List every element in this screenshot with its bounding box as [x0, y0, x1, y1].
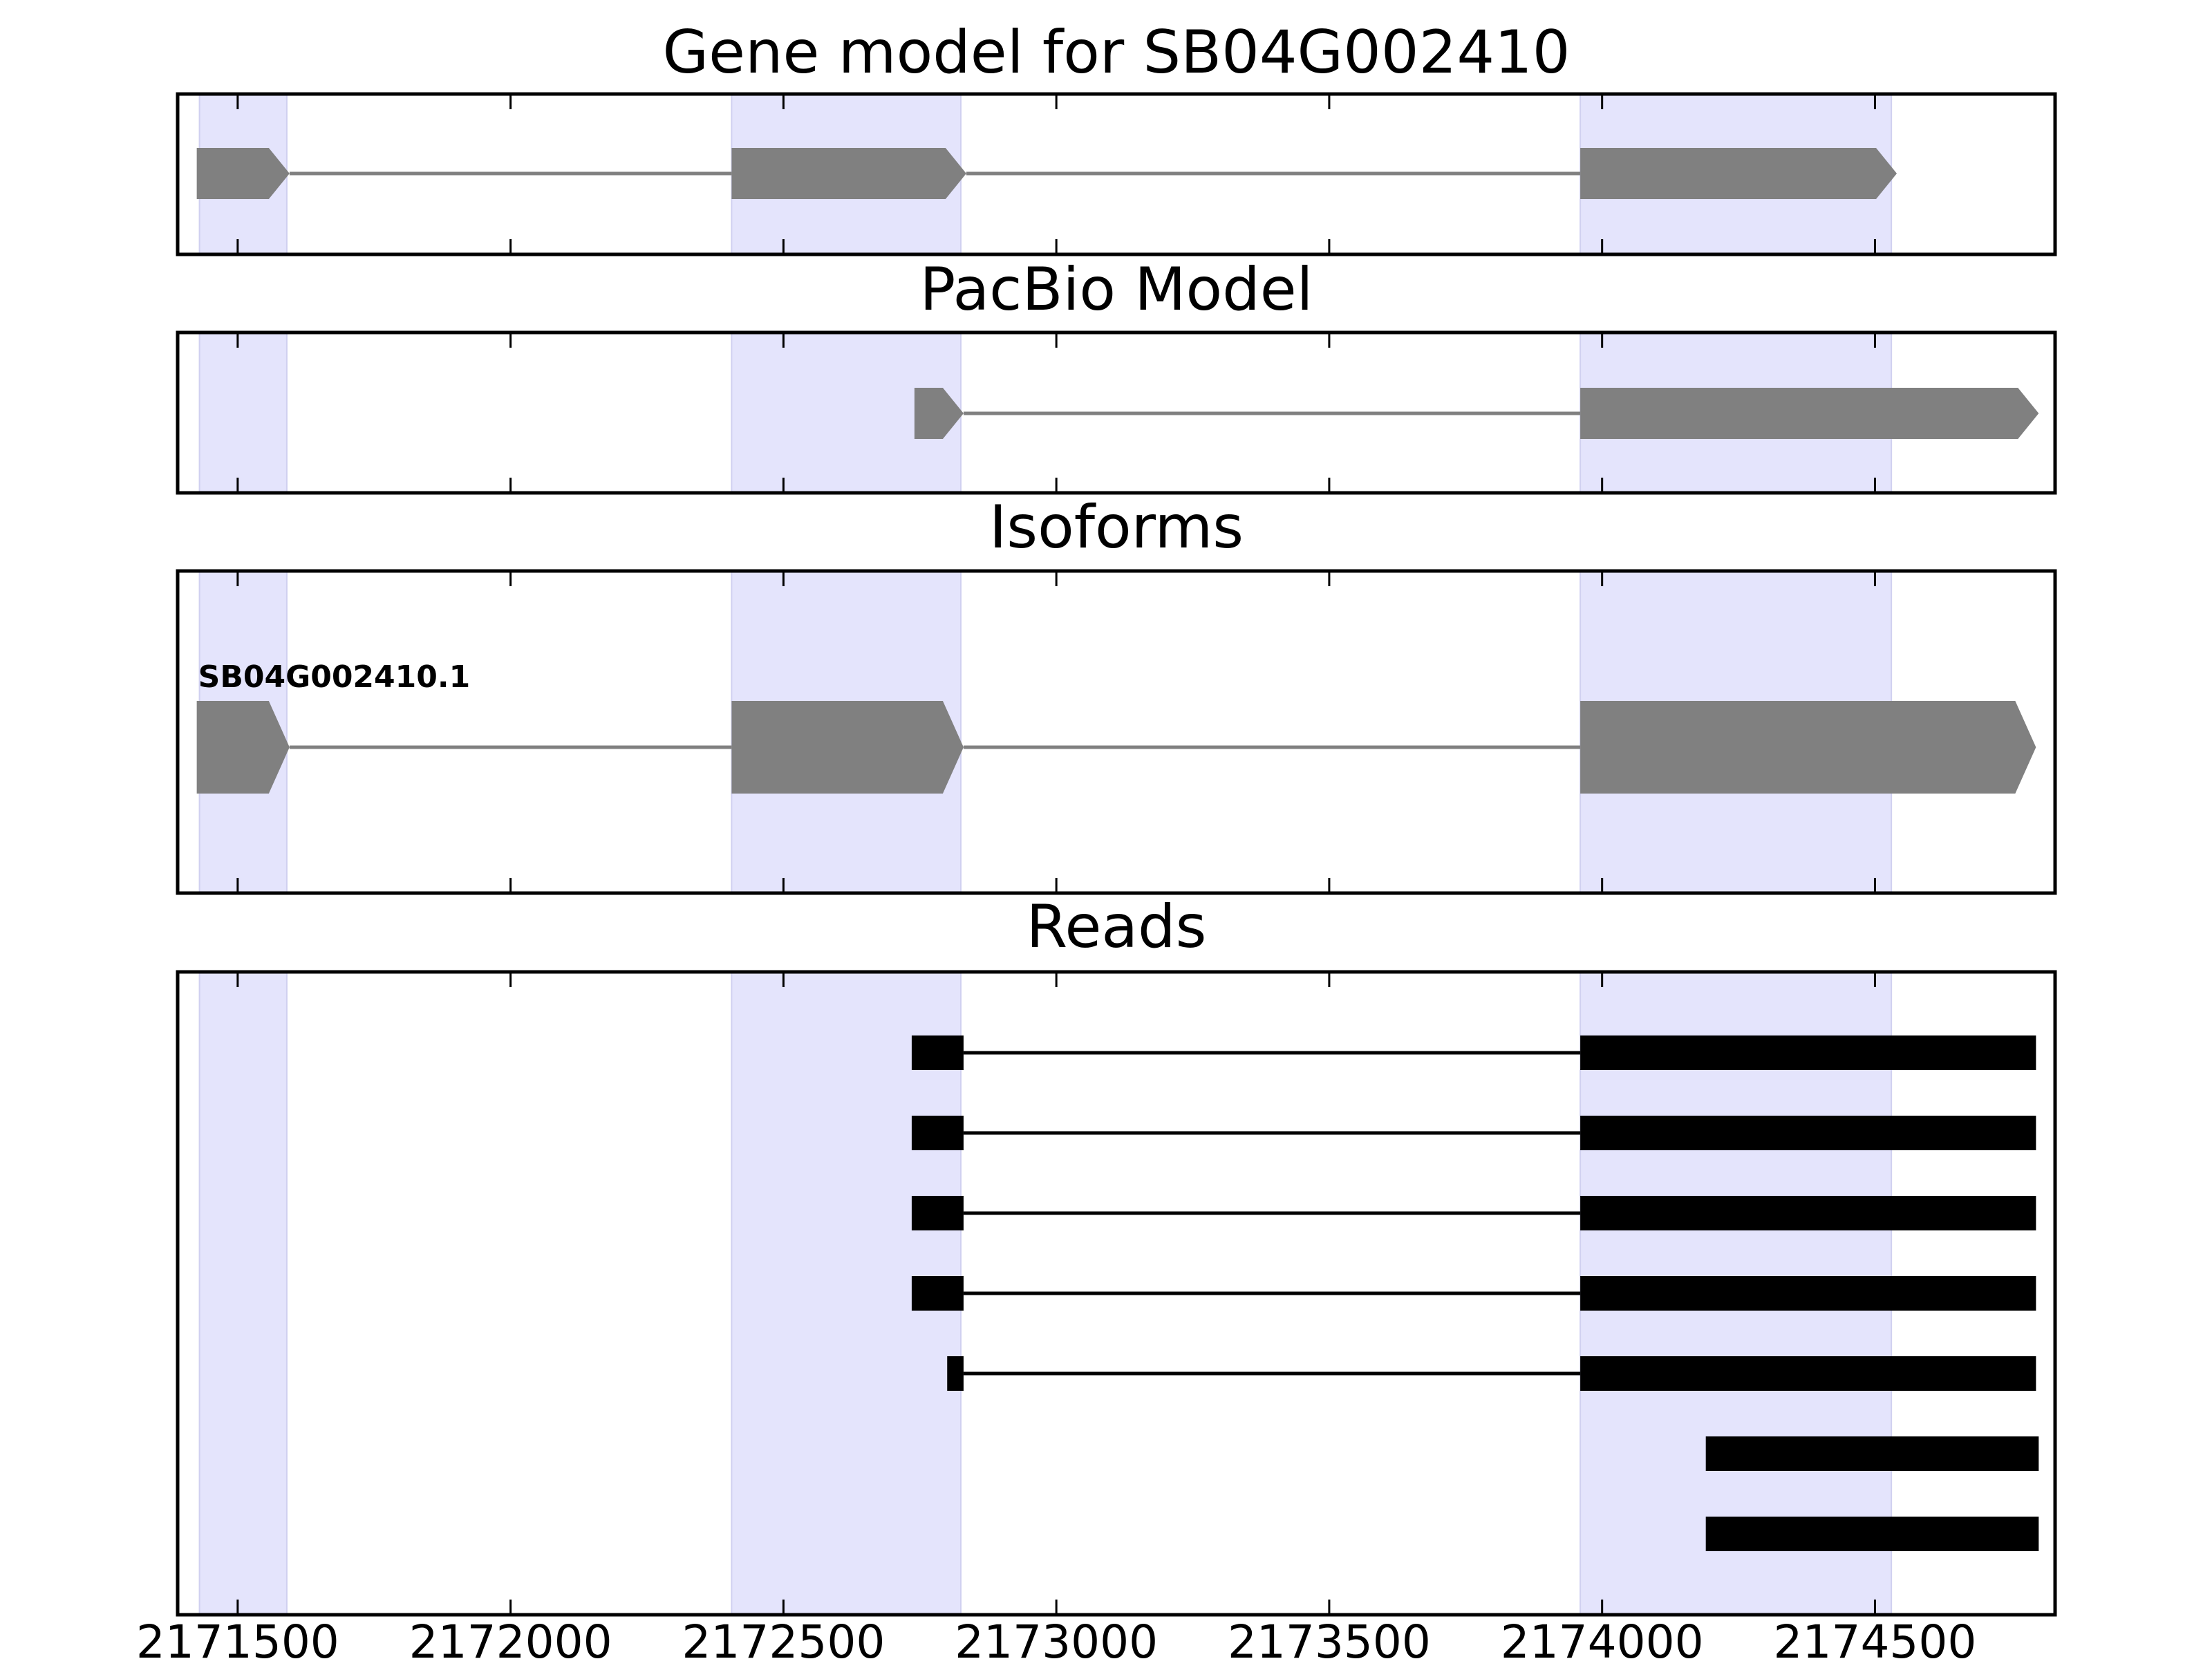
x-tick-label: 2172000 [409, 1615, 612, 1659]
gene-model-title: Gene model for SB04G002410 [663, 18, 1571, 87]
read-block [1580, 1276, 2036, 1311]
read-block [1705, 1436, 2039, 1471]
isoforms-title: Isoforms [989, 493, 1244, 562]
read-block [911, 1116, 964, 1150]
reads-title: Reads [1027, 892, 1207, 962]
isoforms-frame [176, 569, 2057, 895]
read-block [1580, 1116, 2036, 1150]
reads-panel: Reads 2171500 2172000 2172500 2173000 217350… [136, 892, 2057, 1659]
highlight-region [198, 971, 288, 1615]
x-tick-label: 2173500 [1228, 1615, 1431, 1659]
x-tick-label: 2171500 [136, 1615, 339, 1659]
read-block [1580, 1196, 2036, 1230]
read-block [1705, 1517, 2039, 1551]
read-block [1580, 1356, 2036, 1391]
x-tick-label: 2172500 [682, 1615, 885, 1659]
read-block [911, 1276, 964, 1311]
read-block [947, 1356, 964, 1391]
reads-frame [176, 970, 2057, 1617]
exon-block [196, 148, 290, 199]
exon-block [914, 388, 964, 439]
gene-model-frame [176, 92, 2057, 256]
highlight-region [198, 332, 288, 494]
exon-block [1580, 701, 2036, 794]
pacbio-model-frame [176, 330, 2057, 495]
exon-block [731, 148, 966, 199]
exon-block [1580, 148, 1897, 199]
pacbio-model-panel: PacBio Model [176, 255, 2057, 495]
exon-block [731, 701, 964, 794]
x-tick-label: 2174500 [1773, 1615, 1976, 1659]
gene-model-panel: Gene model for SB04G002410 [176, 18, 2057, 256]
read-block [1580, 1035, 2036, 1070]
x-axis-tick-labels: 2171500 2172000 2172500 2173000 2173500 21740… [136, 1615, 1977, 1659]
x-tick-label: 2173000 [955, 1615, 1158, 1659]
pacbio-model-title: PacBio Model [919, 255, 1313, 324]
read-block [911, 1196, 964, 1230]
x-tick-label: 2174000 [1501, 1615, 1704, 1659]
isoforms-panel: Isoforms SB04G002410.1 [176, 493, 2057, 895]
exon-block [196, 701, 290, 794]
read-block [911, 1035, 964, 1070]
isoform-label: SB04G002410.1 [198, 659, 471, 695]
exon-block [1580, 388, 2039, 439]
